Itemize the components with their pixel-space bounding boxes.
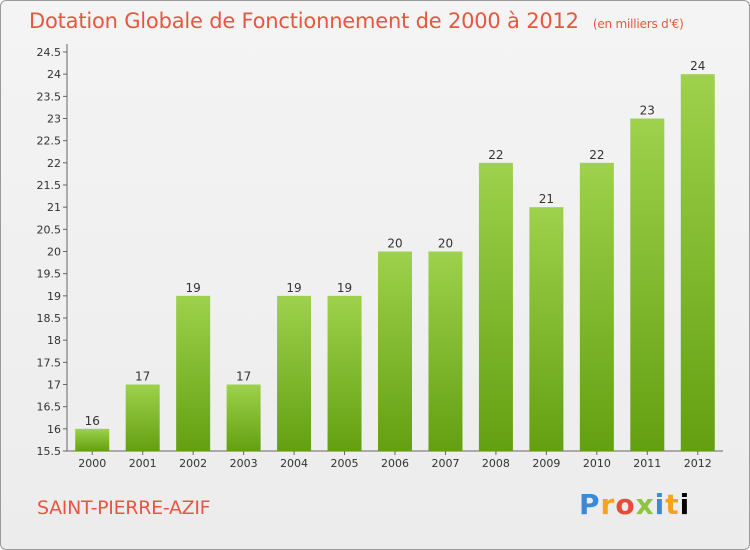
x-tick-label: 2011	[633, 457, 661, 470]
bar-2011	[630, 118, 665, 451]
bar-2005	[327, 295, 362, 451]
bar-2002	[176, 295, 211, 451]
bar-2000	[75, 428, 110, 451]
y-tick-label: 24	[47, 68, 61, 81]
y-tick-label: 22	[47, 157, 61, 170]
y-tick-label: 20	[47, 246, 61, 259]
y-tick-label: 23	[47, 113, 61, 126]
data-label: 17	[236, 370, 251, 384]
data-label: 22	[589, 148, 604, 162]
y-tick-label: 21	[47, 201, 61, 214]
x-tick-label: 2004	[280, 457, 308, 470]
unit-label: (en milliers d'€)	[592, 17, 684, 31]
bar-2012	[680, 74, 715, 452]
x-tick-label: 2009	[532, 457, 560, 470]
x-tick-label: 2000	[78, 457, 106, 470]
data-label: 20	[387, 237, 402, 251]
data-label: 17	[135, 370, 150, 384]
logo-letter-p: P	[579, 488, 601, 521]
data-label: 19	[286, 281, 301, 295]
y-tick-label: 19.5	[37, 268, 62, 281]
data-label: 16	[85, 414, 100, 428]
y-tick-label: 19	[47, 290, 61, 303]
y-tick-label: 23.5	[37, 90, 62, 103]
data-label: 22	[488, 148, 503, 162]
bar-2001	[125, 384, 160, 451]
bar-2010	[579, 162, 614, 452]
title-text: Dotation Globale de Fonctionnement de 20…	[29, 9, 579, 33]
y-tick-label: 16	[47, 423, 61, 436]
logo-letter-t: t	[665, 488, 680, 521]
y-tick-label: 24.5	[37, 46, 62, 59]
y-tick-label: 17	[47, 379, 61, 392]
y-tick-label: 20.5	[37, 223, 62, 236]
x-tick-label: 2007	[431, 457, 459, 470]
logo-letter-r: r	[600, 488, 616, 521]
logo-letter-i: i	[654, 488, 666, 521]
data-label: 21	[539, 192, 554, 206]
logo-letter-i2: i	[679, 488, 691, 521]
bar-2008	[478, 162, 513, 452]
data-label: 19	[186, 281, 201, 295]
x-tick-label: 2003	[230, 457, 258, 470]
bar-2006	[378, 251, 412, 451]
logo-letter-o: o	[615, 488, 636, 521]
x-tick-label: 2008	[482, 457, 510, 470]
x-tick-label: 2010	[583, 457, 611, 470]
data-label: 20	[438, 237, 453, 251]
data-label: 19	[337, 281, 352, 295]
chart-title: Dotation Globale de Fonctionnement de 20…	[29, 9, 684, 33]
x-tick-label: 2006	[381, 457, 409, 470]
logo-letter-x: x	[635, 488, 655, 521]
y-tick-label: 18	[47, 334, 61, 347]
bar-2003	[226, 384, 261, 451]
data-label: 23	[640, 104, 655, 118]
data-label: 24	[690, 59, 705, 73]
commune-name: SAINT-PIERRE-AZIF	[37, 497, 211, 519]
x-tick-label: 2001	[129, 457, 157, 470]
x-tick-label: 2005	[331, 457, 359, 470]
x-tick-label: 2002	[179, 457, 207, 470]
y-tick-label: 17.5	[37, 356, 62, 369]
proxiti-logo: Proxiti	[579, 488, 690, 521]
y-tick-label: 15.5	[37, 445, 62, 458]
bar-2009	[529, 207, 564, 451]
bar-2004	[277, 295, 312, 451]
y-tick-label: 21.5	[37, 179, 62, 192]
bar-2007	[428, 251, 463, 451]
y-tick-label: 22.5	[37, 135, 62, 148]
x-tick-label: 2012	[684, 457, 712, 470]
y-tick-label: 18.5	[37, 312, 62, 325]
y-tick-label: 16.5	[37, 401, 62, 414]
